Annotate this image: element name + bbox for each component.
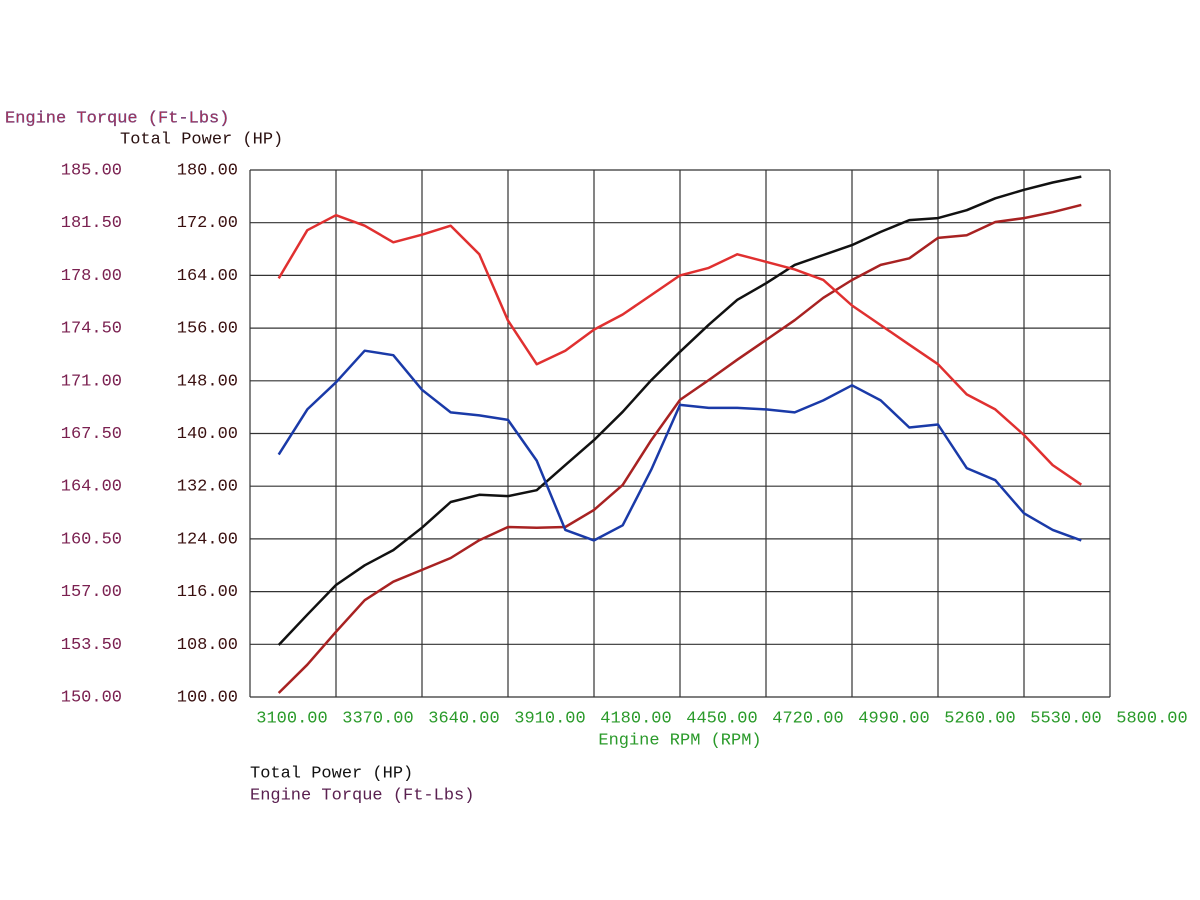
y-tick-label: 164.00	[177, 267, 238, 286]
series-line	[277, 349, 1082, 542]
y2-tick-label: 178.00	[61, 267, 122, 286]
y2-axis-title: Engine Torque (Ft-Lbs)	[5, 109, 229, 128]
y2-tick-label: 185.00	[61, 161, 122, 180]
y-tick-label: 132.00	[177, 478, 238, 497]
y2-tick-label: 150.00	[61, 688, 122, 707]
series-line	[277, 203, 1082, 694]
y2-tick-label: 160.50	[61, 530, 122, 549]
y2-tick-label: 164.00	[61, 478, 122, 497]
x-tick-label: 5800.00	[1116, 709, 1187, 728]
x-axis-title: Engine RPM (RPM)	[598, 731, 761, 750]
y-tick-label: 140.00	[177, 425, 238, 444]
x-tick-label: 4720.00	[772, 709, 843, 728]
y-tick-label: 116.00	[177, 583, 238, 602]
y-tick-label: 172.00	[177, 214, 238, 233]
y2-tick-label: 153.50	[61, 636, 122, 655]
y2-tick-label: 171.00	[61, 372, 122, 391]
legend-entry: Engine Torque (Ft-Lbs)	[250, 786, 474, 805]
y-tick-label: 100.00	[177, 688, 238, 707]
y-tick-label: 180.00	[177, 161, 238, 180]
y-tick-label: 108.00	[177, 636, 238, 655]
x-tick-label: 3640.00	[428, 709, 499, 728]
x-tick-label: 3910.00	[514, 709, 585, 728]
x-tick-label: 3370.00	[342, 709, 413, 728]
y2-tick-label: 167.50	[61, 425, 122, 444]
x-tick-label: 3100.00	[256, 709, 327, 728]
legend-entry: Total Power (HP)	[250, 764, 413, 783]
x-tick-label: 4450.00	[686, 709, 757, 728]
series-line	[277, 213, 1083, 486]
y-tick-label: 148.00	[177, 372, 238, 391]
y-tick-label: 156.00	[177, 320, 238, 339]
y-tick-label: 124.00	[177, 530, 238, 549]
y2-tick-label: 157.00	[61, 583, 122, 602]
series-line	[277, 175, 1082, 646]
y-axis-title: Total Power (HP)	[120, 130, 283, 149]
x-tick-label: 5260.00	[944, 709, 1015, 728]
y2-tick-label: 181.50	[61, 214, 122, 233]
x-tick-label: 4180.00	[600, 709, 671, 728]
x-tick-label: 5530.00	[1030, 709, 1101, 728]
y2-tick-label: 174.50	[61, 320, 122, 339]
x-tick-label: 4990.00	[858, 709, 929, 728]
